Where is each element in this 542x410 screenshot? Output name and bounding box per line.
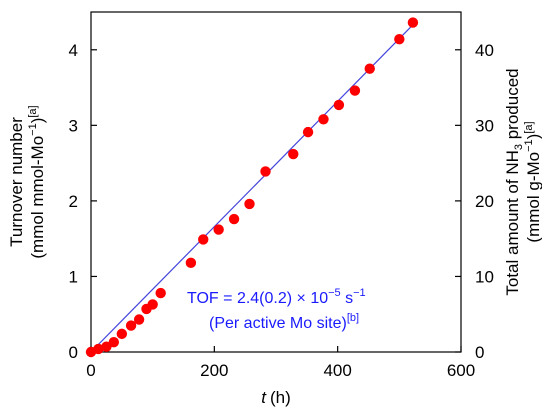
data-point: [198, 234, 209, 245]
y-right-title-line1b: produced: [503, 68, 522, 144]
data-points: [85, 17, 419, 358]
tof-annotation-prefix: TOF = 2.4(0.2) × 10: [187, 290, 328, 307]
data-point: [185, 257, 197, 269]
data-point: [302, 126, 314, 138]
data-point: [213, 224, 224, 235]
y-left-title-line2-sup: −1: [27, 123, 39, 136]
data-point: [155, 287, 166, 299]
y-right-title-note: [a]: [523, 121, 535, 133]
data-point: [228, 213, 240, 225]
y-left-tick-label: 2: [69, 192, 78, 211]
tof-annotation: TOF = 2.4(0.2) × 10−5 s−1: [187, 287, 366, 307]
x-tick-label: 0: [86, 361, 95, 380]
tof-annotation-suffix: s: [341, 290, 353, 307]
active-site-sup: [b]: [347, 312, 359, 324]
data-point: [244, 198, 255, 210]
data-point: [288, 148, 299, 160]
data-point: [364, 63, 375, 74]
svg-text:(mmol g-Mo−1)[a]: (mmol g-Mo−1)[a]: [523, 121, 542, 242]
data-point: [125, 320, 137, 331]
y-right-axis-title: Total amount of NH3 produced (mmol g-Mo−…: [503, 68, 542, 295]
x-axis-title: t (h): [261, 388, 291, 407]
x-axis-unit: (h): [270, 388, 291, 407]
y-left-tick-label: 0: [69, 343, 78, 362]
y-left-tick-label: 1: [69, 267, 78, 286]
svg-text:Turnover number: Turnover number: [7, 117, 26, 247]
data-point: [133, 314, 145, 325]
y-right-tick-label: 40: [475, 41, 494, 60]
y-right-tick-label: 20: [475, 192, 494, 211]
y-right-title-sub: 3: [513, 144, 525, 150]
data-point: [147, 299, 158, 310]
data-point: [333, 99, 345, 111]
data-point: [116, 328, 128, 340]
data-point: [260, 166, 271, 177]
y-left-title-line1: Turnover number: [7, 117, 26, 247]
tof-annotation-sup: −5: [328, 287, 341, 299]
data-point: [349, 85, 361, 96]
data-point: [394, 34, 405, 45]
active-site-annotation: (Per active Mo site)[b]: [209, 312, 359, 332]
y-right-title-line2-end: ): [524, 134, 542, 140]
y-right-title-line1a: Total amount of NH: [503, 150, 522, 296]
plot-frame: [90, 11, 462, 353]
data-point: [108, 336, 120, 348]
y-left-title-line2-end: ): [28, 118, 47, 124]
active-site-label: (Per active Mo site): [209, 315, 347, 332]
x-tick-label: 200: [200, 361, 228, 380]
x-tick-label: 400: [323, 361, 351, 380]
y-left-axis-ticks: 0 1 2 3 4: [69, 41, 97, 362]
fit-line: [90, 24, 414, 353]
y-left-tick-label: 3: [69, 116, 78, 135]
data-point: [407, 17, 419, 28]
y-left-title-note: [a]: [27, 105, 39, 117]
y-right-axis-ticks: 0 10 20 30 40: [455, 41, 494, 362]
y-right-tick-label: 10: [475, 267, 494, 286]
y-right-title-line2-sup: −1: [523, 139, 535, 152]
x-axis-ticks: 0 200 400 600: [86, 346, 475, 380]
data-point: [93, 343, 104, 355]
tof-annotation-sup2: −1: [353, 287, 366, 299]
y-right-title-line2: (mmol g-Mo: [524, 152, 542, 243]
x-axis-var: t: [261, 388, 267, 407]
y-right-tick-label: 30: [475, 116, 494, 135]
data-point: [318, 114, 329, 125]
y-left-tick-label: 4: [69, 41, 78, 60]
y-left-axis-title: Turnover number (mmol mmol-Mo−1)[a]: [7, 105, 47, 258]
svg-text:Total amount of NH3 produced: Total amount of NH3 produced: [503, 68, 525, 295]
svg-text:(mmol mmol-Mo−1)[a]: (mmol mmol-Mo−1)[a]: [27, 105, 47, 258]
y-left-title-line2: (mmol mmol-Mo: [28, 136, 47, 259]
x-tick-label: 600: [447, 361, 475, 380]
y-right-tick-label: 0: [475, 343, 484, 362]
